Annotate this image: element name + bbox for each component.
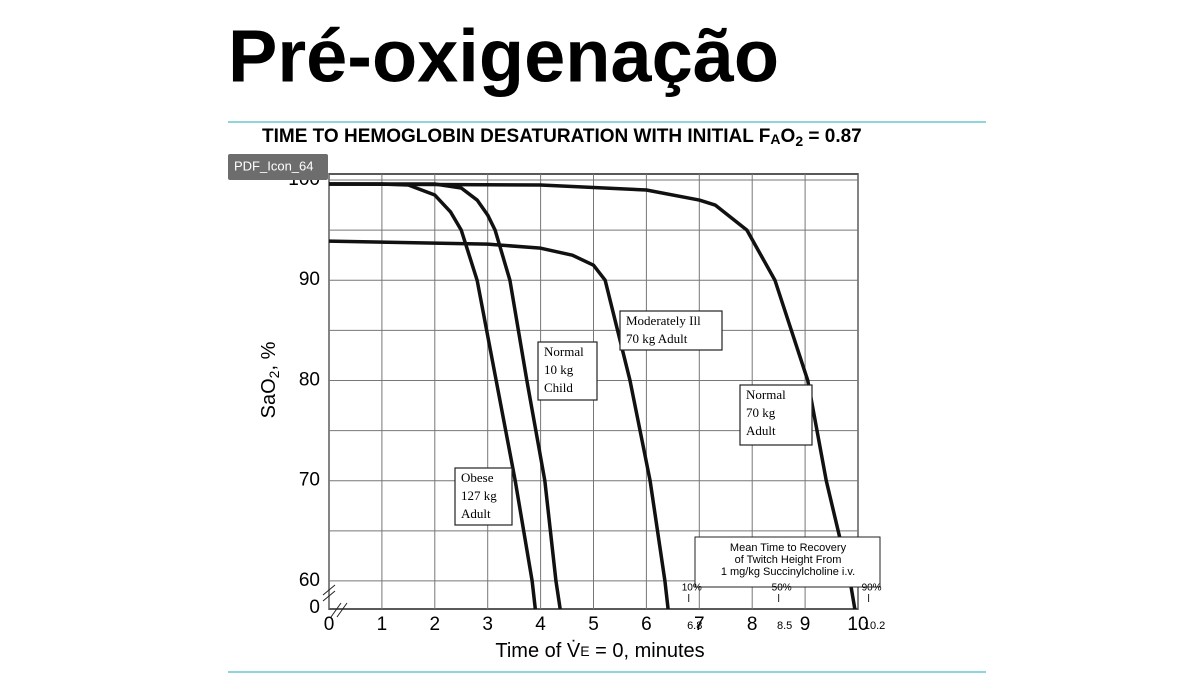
curve-label-box (454, 467, 513, 526)
label-part: V̇ (567, 640, 581, 662)
plot: 012345678910607080901000Obese127 kgAdult… (288, 169, 885, 635)
x-tick-label: 1 (377, 614, 388, 635)
slide-title: Pré-oxigenação (228, 15, 779, 98)
recovery-time: 6.8 (687, 620, 702, 632)
curve-label-box (619, 310, 723, 351)
curve-label: Obese (461, 470, 494, 485)
y-break-label: 0 (309, 597, 320, 618)
x-tick-label: 8 (747, 614, 758, 635)
x-tick-label: 3 (482, 614, 493, 635)
y-tick-label: 60 (299, 570, 320, 591)
title-part: 2 (795, 133, 803, 149)
x-tick-label: 10 (847, 614, 868, 635)
x-tick-label: 4 (535, 614, 546, 635)
overlay-tag: PDF_Icon_64 (228, 154, 328, 180)
curve-label: 70 kg Adult (626, 331, 688, 346)
x-axis-label: Time of V̇E = 0, minutes (495, 640, 704, 662)
overlay-box (228, 154, 328, 180)
title-part: A (770, 131, 780, 147)
x-tick-label: 9 (800, 614, 811, 635)
recovery-text: 1 mg/kg Succinylcholine i.v. (721, 566, 855, 578)
curve (329, 182, 538, 610)
x-tick-label: 5 (588, 614, 599, 635)
label-part: E (580, 643, 589, 659)
label-part: Time of (495, 640, 567, 662)
curve-label-box (739, 384, 813, 446)
label-part: SaO (258, 378, 280, 418)
recovery-percent: 10% (682, 583, 702, 594)
label-part: = 0, minutes (590, 640, 705, 662)
y-tick-label: 70 (299, 470, 320, 491)
x-tick-label: 2 (430, 614, 441, 635)
recovery-percent: 50% (772, 583, 792, 594)
y-axis-label: SaO2, % (258, 341, 281, 418)
recovery-time: 8.5 (777, 620, 792, 632)
recovery-percent: 90% (862, 583, 882, 594)
curve-label: Normal (544, 344, 584, 359)
x-tick-label: 6 (641, 614, 652, 635)
x-tick-label: 7 (694, 614, 705, 635)
curve-label: 70 kg (746, 405, 776, 420)
curve-label-box (537, 341, 598, 401)
curve-label: 127 kg (461, 488, 497, 503)
curve (329, 182, 562, 610)
curve (328, 182, 857, 610)
overlay-label: PDF_Icon_64 (234, 158, 314, 173)
curve (328, 239, 670, 610)
title-part: O (781, 126, 796, 147)
x-tick-label: 0 (324, 614, 335, 635)
curve-label: 10 kg (544, 362, 574, 377)
curve-label: Normal (746, 387, 786, 402)
recovery-time: 10.2 (864, 620, 885, 632)
title-part: TIME TO HEMOGLOBIN DESATURATION WITH INI… (262, 126, 770, 147)
title-part: = 0.87 (803, 126, 862, 147)
y-tick-label: 80 (299, 369, 320, 390)
curve-label: Child (544, 380, 573, 395)
chart-title: TIME TO HEMOGLOBIN DESATURATION WITH INI… (262, 126, 862, 149)
curve-label: Moderately Ill (626, 313, 701, 328)
axis-break (322, 584, 348, 618)
label-part: , % (258, 341, 280, 370)
recovery-text: of Twitch Height From (735, 554, 842, 566)
y-tick-label: 90 (299, 269, 320, 290)
curve-label: Adult (746, 423, 776, 438)
recovery-box (694, 536, 881, 588)
curve-label: Adult (461, 506, 491, 521)
label-part: 2 (266, 370, 282, 378)
recovery-text: Mean Time to Recovery (730, 542, 847, 554)
